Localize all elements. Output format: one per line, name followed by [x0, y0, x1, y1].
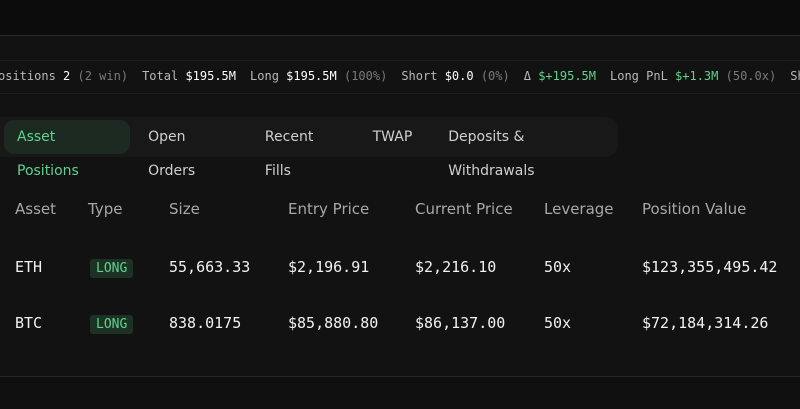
stat-item: Long $195.5M (100%): [250, 61, 387, 91]
stat-note: (50.0x): [725, 69, 777, 83]
header-row: Asset Type Size Entry Price Current Price Lev…: [0, 194, 800, 224]
bottom-bar: [0, 376, 800, 409]
cell: 50x: [544, 258, 572, 276]
tab[interactable]: TWAP: [372, 129, 413, 145]
stat-label: Total: [142, 69, 179, 83]
cell: $85,880.80: [288, 314, 379, 332]
stats-bar: ositions 2 (2 win) Total $195.5M Long $195…: [0, 60, 800, 94]
cell: 50x: [544, 314, 572, 332]
tab[interactable]: Recent Fills: [264, 129, 314, 179]
position-row[interactable]: BTC LONG 838.0175 $85,880.80 $86,137.00 50x $7…: [0, 308, 800, 338]
cell: 55,663.33: [169, 258, 251, 276]
type-badge: LONG: [90, 259, 134, 278]
stat-item: Long PnL $+1.3M (50.0x): [610, 61, 776, 91]
stat-value: $195.5M: [185, 69, 237, 83]
cell: $72,184,314.26: [642, 314, 769, 332]
stat-label: Long PnL: [610, 69, 668, 83]
column-header: Leverage: [544, 200, 614, 218]
stat-label: ositions: [0, 69, 56, 83]
column-header: Size: [169, 200, 200, 218]
type-badge: LONG: [90, 315, 134, 334]
cell: $86,137.00: [415, 314, 506, 332]
stat-item: Sho: [790, 61, 800, 91]
stat-note: (0%): [480, 69, 510, 83]
cell: $2,196.91: [288, 258, 370, 276]
stat-item: Δ $+195.5M: [524, 61, 596, 91]
cell: LONG: [90, 308, 134, 340]
column-header: Entry Price: [288, 200, 370, 218]
tab[interactable]: Deposits & Withdrawals: [448, 129, 535, 179]
stat-item: Short $0.0 (0%): [401, 61, 509, 91]
cell: 838.0175: [169, 314, 242, 332]
stat-item: Total $195.5M: [142, 61, 236, 91]
stat-value: $+195.5M: [538, 69, 596, 83]
stat-label: Sho: [790, 69, 800, 83]
position-row[interactable]: ETH LONG 55,663.33 $2,196.91 $2,216.10 50x $12…: [0, 252, 800, 282]
tab[interactable]: Open Orders: [148, 129, 196, 179]
column-header: Current Price: [415, 200, 513, 218]
stat-value: 2: [63, 69, 71, 83]
stat-note: (2 win): [77, 69, 129, 83]
cell: BTC: [15, 314, 43, 332]
top-bar: [0, 0, 800, 36]
cell: $2,216.10: [415, 258, 497, 276]
column-header: Type: [88, 200, 123, 218]
stat-note: (100%): [343, 69, 388, 83]
tab[interactable]: Asset Positions: [4, 120, 131, 179]
stat-label: Long: [250, 69, 279, 83]
stat-label: Δ: [523, 69, 531, 83]
cell: LONG: [90, 252, 134, 284]
cell: ETH: [15, 258, 43, 276]
tab-bar: Asset Positions Open Orders Recent Fills TW…: [0, 117, 618, 179]
stat-label: Short: [401, 69, 438, 83]
stat-item: ositions 2 (2 win): [0, 61, 128, 91]
cell: $123,355,495.42: [642, 258, 778, 276]
stat-value: $0.0: [444, 69, 474, 83]
stat-value: $195.5M: [286, 69, 337, 83]
column-header: Asset: [15, 200, 57, 218]
stat-value: $+1.3M: [675, 69, 719, 83]
column-header: Position Value: [642, 200, 747, 218]
